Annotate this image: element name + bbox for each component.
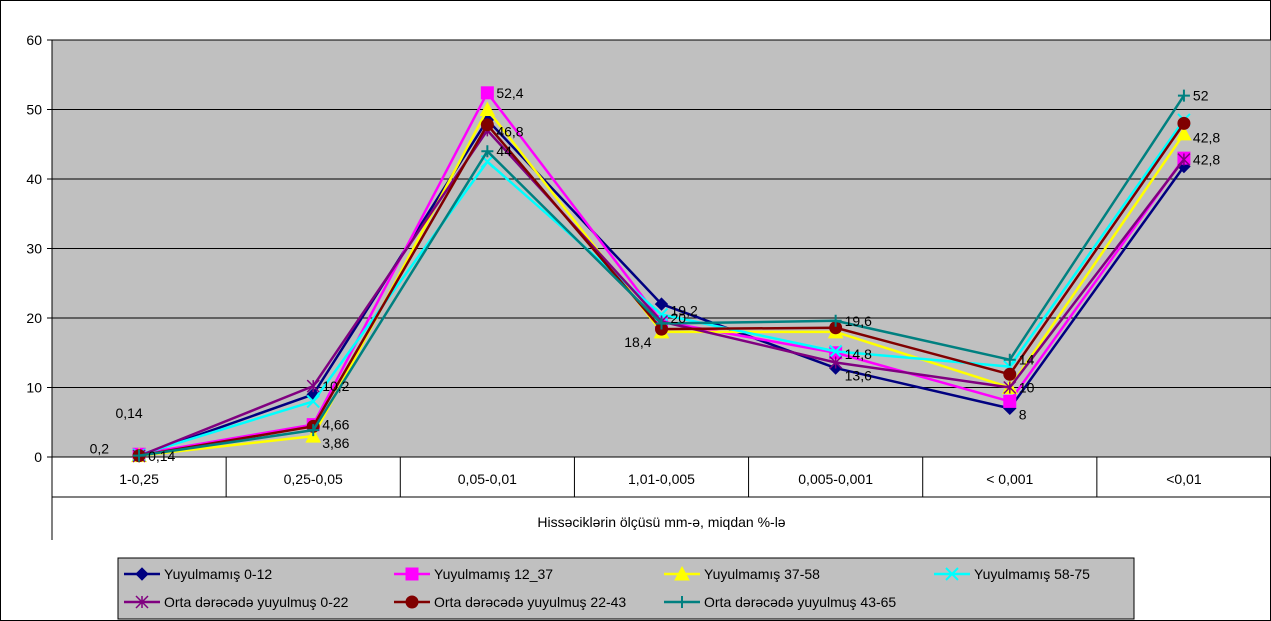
- data-point: [306, 379, 320, 393]
- data-point: [480, 86, 494, 100]
- data-point: [829, 355, 843, 370]
- y-tick-label: 40: [26, 171, 42, 187]
- series-layer: [131, 86, 1192, 463]
- legend-item: Yuyulmamış 58-75: [934, 566, 1090, 582]
- data-label: 10,2: [322, 378, 349, 394]
- data-point: [1003, 367, 1017, 381]
- data-label: 19,6: [845, 313, 872, 329]
- legend-item: Yuyulmamış 12_37: [394, 566, 553, 582]
- x-tick-label: 1-0,25: [119, 471, 159, 487]
- legend-marker: [676, 596, 688, 608]
- x-tick-label: <0,01: [1166, 471, 1202, 487]
- legend-marker: [405, 595, 419, 609]
- y-tick-label: 20: [26, 310, 42, 326]
- x-tick-label: 0,05-0,01: [458, 471, 517, 487]
- x-tick-label: < 0,001: [986, 471, 1033, 487]
- data-label: 42,8: [1193, 129, 1220, 145]
- data-point: [1176, 125, 1192, 141]
- legend-marker: [135, 595, 149, 609]
- y-tick-label: 0: [34, 449, 42, 465]
- legend-label: Orta dərəcədə yuyulmuş 0-22: [164, 594, 349, 610]
- data-point: [1177, 116, 1191, 130]
- data-label: 8: [1019, 406, 1027, 422]
- data-label: 52,4: [496, 85, 523, 101]
- x-tick-label: 0,25-0,05: [284, 471, 343, 487]
- data-point: [133, 449, 146, 462]
- legend-label: Yuyulmamış 58-75: [974, 566, 1090, 582]
- data-label: 46,8: [496, 124, 523, 140]
- legend-label: Yuyulmamış 37-58: [704, 566, 820, 582]
- legend: Yuyulmamış 0-12 Yuyulmamış 12_37 Yuyulmamı…: [117, 557, 1135, 620]
- legend-marker: [405, 567, 419, 581]
- series-7: [133, 89, 1190, 462]
- y-tick-label: 60: [26, 32, 42, 48]
- data-label: 20: [671, 310, 687, 326]
- data-label: 14: [1019, 352, 1035, 368]
- data-label: 4,66: [322, 417, 349, 433]
- legend-item: Orta dərəcədə yuyulmuş 0-22: [124, 594, 349, 610]
- legend-item: Orta dərəcədə yuyulmuş 43-65: [664, 594, 896, 610]
- data-label: 42,8: [1193, 152, 1220, 168]
- data-labels: 0,14 0,2 0,14 10,2 4,66 3,86 52,4 46,8 44 19,220 1…: [90, 85, 1221, 464]
- data-label: 18,4: [624, 334, 651, 350]
- legend-marker: [135, 567, 149, 581]
- legend-box: [117, 557, 1135, 620]
- data-label: 52: [1193, 88, 1209, 104]
- data-point: [481, 145, 494, 158]
- x-axis-title: Hissəciklərin ölçüsü mm-ə, miqdan %-lə: [537, 514, 785, 530]
- legend-label: Orta dərəcədə yuyulmuş 43-65: [704, 594, 896, 610]
- data-point: [654, 297, 669, 311]
- data-point: [1003, 353, 1016, 366]
- data-point: [829, 314, 842, 327]
- legend-item: Yuyulmamış 0-12: [124, 566, 272, 582]
- legend-marker: [674, 565, 690, 581]
- data-label: 19,2: [671, 303, 698, 319]
- data-point: [480, 118, 494, 132]
- data-label: 10: [1019, 380, 1035, 396]
- data-label: 14,8: [845, 346, 872, 362]
- data-point: [479, 101, 496, 116]
- data-point: [1003, 394, 1017, 408]
- legend-item: Orta dərəcədə yuyulmuş 22-43: [394, 594, 626, 610]
- legend-label: Yuyulmamış 12_37: [434, 566, 553, 582]
- legend-item: Yuyulmamış 37-58: [664, 565, 820, 582]
- data-label: 0,14: [148, 448, 175, 464]
- x-tick-label: 0,005-0,001: [798, 471, 873, 487]
- axes: 0 10 20 30 40 50 60 1-0,25 0,25-0,05 0,05-0,01 1,0…: [26, 32, 1271, 540]
- plot-area: [51, 39, 1271, 458]
- legend-label: Yuyulmamış 0-12: [164, 566, 272, 582]
- data-point: [828, 344, 843, 359]
- data-point: [306, 394, 320, 409]
- data-point: [1003, 380, 1017, 395]
- data-label: 0,14: [115, 405, 142, 421]
- data-label: 13,6: [845, 367, 872, 383]
- y-tick-label: 50: [26, 102, 42, 118]
- x-tick-label: 1,01-0,005: [628, 471, 695, 487]
- data-label: 3,86: [322, 435, 349, 451]
- data-point: [1177, 153, 1191, 167]
- data-point: [1177, 89, 1190, 102]
- y-tick-label: 10: [26, 380, 42, 396]
- legend-label: Orta dərəcədə yuyulmuş 22-43: [434, 594, 626, 610]
- y-tick-label: 30: [26, 241, 42, 257]
- legend-marker: [945, 567, 959, 581]
- data-label: 44: [496, 143, 512, 159]
- data-point: [307, 424, 320, 437]
- data-point: [655, 317, 668, 330]
- data-label: 0,2: [90, 441, 110, 457]
